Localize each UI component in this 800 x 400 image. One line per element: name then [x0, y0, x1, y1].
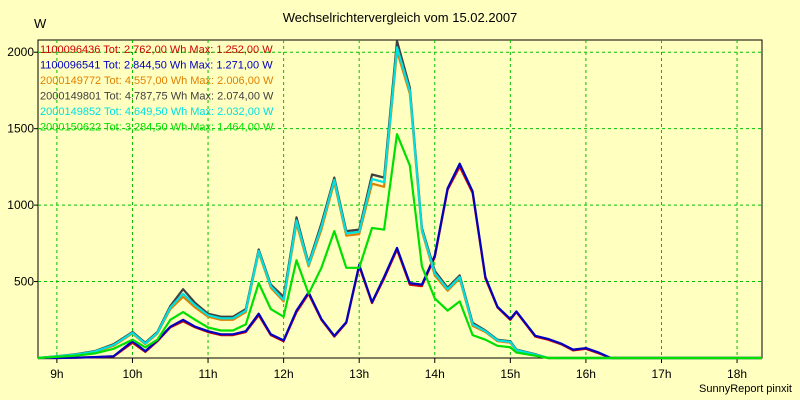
legend-entry: 2000149852 Tot: 4.649,50 Wh Max: 2.032,0…	[40, 106, 274, 118]
y-tick-label: 500	[14, 275, 34, 289]
x-tick-label: 11h	[198, 367, 217, 381]
x-tick-label: 9h	[50, 367, 63, 381]
x-tick-label: 10h	[122, 367, 142, 381]
y-tick-label: 2000	[7, 45, 34, 59]
legend-entry: 1100096436 Tot: 2.762,00 Wh Max: 1.252,0…	[40, 44, 273, 56]
legend-entry: 2000149772 Tot: 4.557,00 Wh Max: 2.006,0…	[40, 75, 274, 87]
x-tick-label: 18h	[727, 367, 747, 381]
legend-entry: 2000150622 Tot: 3.284,50 Wh Max: 1.464,0…	[40, 122, 274, 134]
x-tick-label: 16h	[576, 367, 596, 381]
y-tick-label: 1000	[7, 198, 34, 212]
x-tick-label: 17h	[651, 367, 671, 381]
y-tick-label: 1500	[7, 122, 34, 136]
chart-title: Wechselrichtervergleich vom 15.02.2007	[282, 10, 518, 25]
plot-area	[37, 39, 763, 359]
x-tick-label: 15h	[500, 367, 520, 381]
y-axis-label: W	[34, 16, 47, 31]
x-tick-label: 14h	[425, 367, 445, 381]
footer-credit: SunnyReport pinxit	[699, 383, 792, 395]
series-line	[37, 133, 762, 360]
x-tick-label: 13h	[349, 367, 369, 381]
legend-entry: 2000149801 Tot: 4.787,75 Wh Max: 2.074,0…	[40, 91, 274, 103]
legend-entry: 1100096541 Tot: 2.844,50 Wh Max: 1.271,0…	[40, 60, 273, 72]
x-tick-label: 12h	[274, 367, 294, 381]
